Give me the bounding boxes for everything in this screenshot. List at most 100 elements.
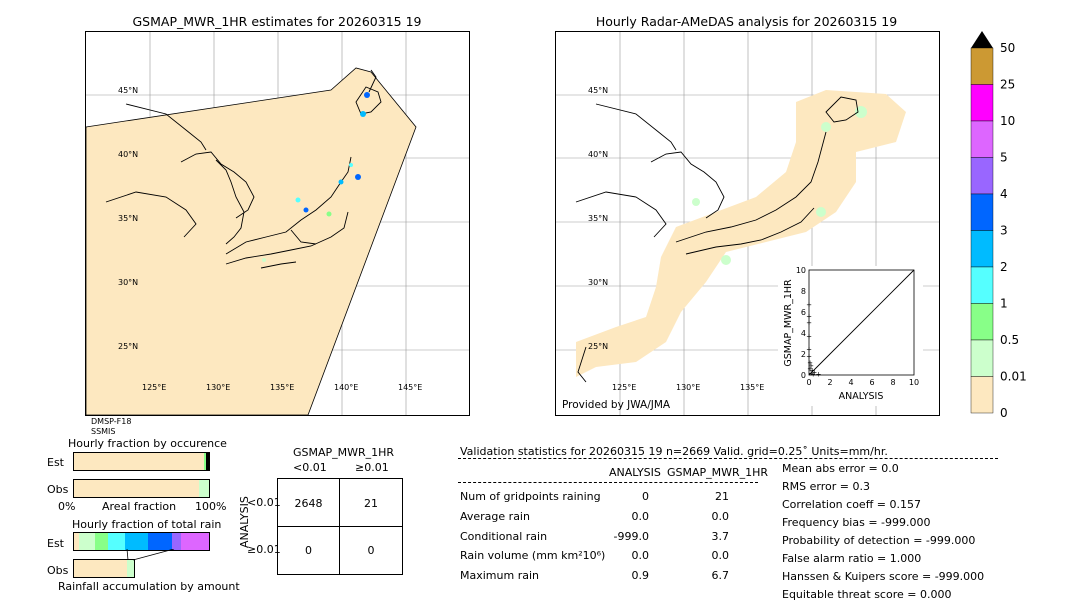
radar-coverage — [576, 90, 906, 377]
colorbar-label: 3 — [1000, 224, 1008, 238]
right-lat-label: 35°N — [588, 214, 608, 223]
right-lon-label: 130°E — [676, 383, 700, 392]
colorbar-label: 4 — [1000, 187, 1008, 201]
occurrence-title: Hourly fraction by occurence — [68, 437, 227, 450]
left-lat-label: 35°N — [118, 214, 138, 223]
right-lat-label: 40°N — [588, 150, 608, 159]
stat-analysis: 0.0 — [631, 510, 650, 523]
scatter-xtick: 0 — [806, 378, 811, 387]
scatter-inset: + + + + + + + + + + + + + + 0 0 2 2 4 4 6 6 8 8 10 10 ANALYSIS G… — [778, 266, 923, 406]
stat-gsmap: 3.7 — [711, 530, 730, 543]
contingency-cell: 2648 — [294, 497, 323, 510]
score-item: RMS error = 0.3 — [782, 480, 870, 493]
stat-gsmap: 0.0 — [711, 549, 730, 562]
col-analysis: ANALYSIS — [609, 466, 661, 479]
right-lat-label: 30°N — [588, 278, 608, 287]
colorbar-label: 25 — [1000, 78, 1015, 92]
left-lat-label: 25°N — [118, 342, 138, 351]
total-rain-title: Hourly fraction of total rain — [72, 518, 222, 531]
scatter-point: + — [809, 366, 815, 374]
tot-obs-label: Obs — [47, 564, 69, 577]
scatter-point: + — [816, 370, 822, 378]
tot-obs-bar — [73, 559, 135, 578]
score-item: False alarm ratio = 1.000 — [782, 552, 922, 565]
scatter-xtick: 6 — [869, 378, 874, 387]
stat-analysis: -999.0 — [613, 530, 649, 543]
colorbar-label: 50 — [1000, 41, 1015, 55]
right-lon-label: 125°E — [612, 383, 636, 392]
occ-obs-bar — [73, 479, 210, 498]
tot-est-bar — [73, 532, 210, 551]
contingency-col1: <0.01 — [293, 461, 327, 474]
colorbar: 50 25 10 5 4 3 2 1 0.5 0.01 0 — [968, 30, 1028, 420]
stat-gsmap: 6.7 — [711, 569, 730, 582]
scatter-point: + — [811, 368, 817, 376]
scatter-xtick: 2 — [827, 378, 832, 387]
colorbar-block — [970, 157, 994, 195]
left-map: 45°N 40°N 35°N 30°N 25°N 125°E 130°E 135… — [85, 31, 470, 416]
occ-obs-label: Obs — [47, 483, 69, 496]
right-map-title: Hourly Radar-AMeDAS analysis for 2026031… — [595, 14, 898, 29]
left-map-title: GSMAP_MWR_1HR estimates for 20260315 19 — [132, 14, 422, 29]
stat-label: Conditional rain — [460, 530, 548, 543]
right-lat-label: 25°N — [588, 342, 608, 351]
colorbar-label: 2 — [1000, 260, 1008, 274]
left-lat-label: 40°N — [118, 150, 138, 159]
scatter-xtick: 8 — [890, 378, 895, 387]
occ-est-bar — [73, 452, 210, 471]
stat-label: Num of gridpoints raining — [460, 490, 601, 503]
score-list: Mean abs error = 0.0 RMS error = 0.3 Cor… — [782, 462, 984, 606]
scatter-ylabel: GSMAP_MWR_1HR — [783, 279, 794, 367]
accum-label: Rainfall accumulation by amount — [58, 580, 240, 593]
scatter-ytick: 6 — [801, 308, 806, 317]
colorbar-block — [970, 266, 994, 304]
colorbar-extend — [971, 31, 993, 48]
colorbar-block — [970, 339, 994, 377]
scatter-ytick: 0 — [801, 371, 806, 380]
scatter-point: + — [807, 359, 813, 367]
score-item: Correlation coeff = 0.157 — [782, 498, 921, 511]
right-lat-label: 45°N — [588, 86, 608, 95]
scatter-ytick: 8 — [801, 287, 806, 296]
sensor-name: DMSP-F18 — [91, 417, 132, 426]
scatter-xlabel: ANALYSIS — [839, 391, 884, 402]
stat-gsmap: 0.0 — [711, 510, 730, 523]
scatter-ytick: 10 — [796, 266, 806, 275]
colorbar-label: 0.5 — [1000, 333, 1019, 347]
contingency-cell: 21 — [364, 497, 378, 510]
tot-est-label: Est — [47, 537, 64, 550]
score-item: Mean abs error = 0.0 — [782, 462, 899, 475]
score-item: Hanssen & Kuipers score = -999.000 — [782, 570, 985, 583]
score-item: Probability of detection = -999.000 — [782, 534, 976, 547]
occ-axis-mid: Areal fraction — [102, 500, 177, 513]
scatter-xtick: 10 — [909, 378, 919, 387]
stat-label: Average rain — [460, 510, 530, 523]
colorbar-block — [970, 47, 994, 85]
colorbar-label: 5 — [1000, 151, 1008, 165]
left-lon-label: 140°E — [334, 383, 358, 392]
sensor-type: SSMIS — [91, 427, 116, 436]
stat-analysis: 0.9 — [631, 569, 650, 582]
stat-label: Maximum rain — [460, 569, 539, 582]
contingency-col2: ≥0.01 — [355, 461, 389, 474]
scatter-point: + — [806, 313, 812, 321]
validation-col-divider — [458, 482, 758, 483]
colorbar-label: 0 — [1000, 406, 1008, 420]
scatter-point: + — [808, 362, 814, 370]
left-lat-label: 45°N — [118, 86, 138, 95]
colorbar-label: 10 — [1000, 114, 1015, 128]
colorbar-block — [970, 303, 994, 341]
left-lon-label: 135°E — [270, 383, 294, 392]
colorbar-label: 1 — [1000, 297, 1008, 311]
occ-est-label: Est — [47, 456, 64, 469]
stat-gsmap: 21 — [715, 490, 729, 503]
scatter-point: + — [806, 333, 812, 341]
scatter-ytick: 2 — [801, 350, 806, 359]
stat-analysis: 0.0 — [631, 549, 650, 562]
contingency-cell: 0 — [367, 544, 375, 557]
scatter-point: + — [808, 369, 814, 377]
scatter-point: + — [806, 319, 812, 327]
scatter-point: + — [810, 370, 816, 378]
stat-label: Rain volume (mm km²10⁶) — [460, 549, 606, 562]
colorbar-block — [970, 120, 994, 158]
